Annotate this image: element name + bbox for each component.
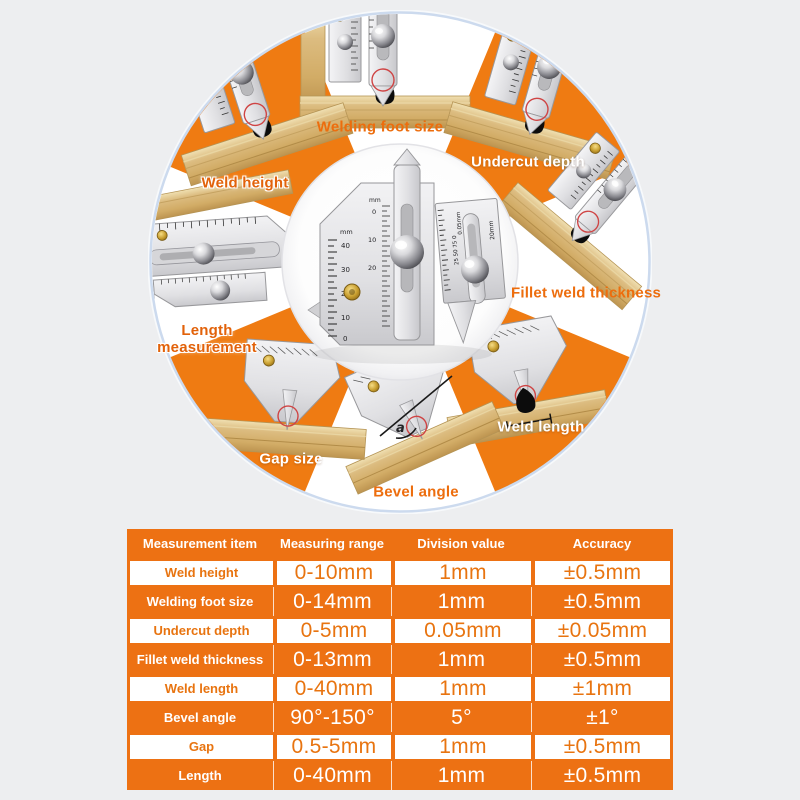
- photo-weld-length: [432, 308, 611, 448]
- left-scale-10: 10: [341, 314, 350, 322]
- wheel-outer-glow: [148, 10, 652, 514]
- mid-scale-unit: mm: [369, 197, 381, 204]
- cell-division-value: 1mm: [391, 560, 531, 585]
- bevel-a-symbol: a: [396, 421, 405, 436]
- left-scale-40: 40: [341, 242, 350, 250]
- cell-division-value: 1mm: [391, 761, 531, 790]
- cell-division-value: 0.05mm: [391, 618, 531, 643]
- center-product-welding-gauge: mm 40 30 20 10 0 mm 0 10 20 25 50 75 0 0…: [307, 148, 506, 364]
- table-row: Length 0-40mm 1mm ±0.5mm: [127, 761, 673, 790]
- feature-wheel: a mm 40 30 20 10 0 mm 0 10: [148, 10, 661, 514]
- cell-measuring-range: 0-13mm: [273, 645, 391, 674]
- spec-table-body: Weld height 0-10mm 1mm ±0.5mm Welding fo…: [127, 558, 673, 790]
- cell-measuring-range: 0-10mm: [273, 560, 391, 585]
- column-header: Measurement item: [142, 536, 258, 551]
- table-row: Welding foot size 0-14mm 1mm ±0.5mm: [127, 587, 673, 616]
- mid-scale-20: 20: [368, 264, 376, 272]
- cell-measuring-range: 0-14mm: [273, 587, 391, 616]
- cell-division-value: 1mm: [391, 587, 531, 616]
- table-row: Undercut depth 0-5mm 0.05mm ±0.05mm: [127, 616, 673, 645]
- spec-table-header-row: Measurement item Measuring range Division …: [127, 529, 673, 558]
- wheel-label-welding-foot-size: Welding foot size: [316, 118, 444, 136]
- wheel-label-length-measurement: Length measurement: [157, 322, 257, 356]
- cell-measurement-item: Length: [178, 768, 222, 783]
- table-row: Fillet weld thickness 0-13mm 1mm ±0.5mm: [127, 645, 673, 674]
- cell-measurement-item: Undercut depth: [127, 618, 273, 643]
- cell-measurement-item: Bevel angle: [163, 710, 237, 725]
- cell-accuracy: ±0.5mm: [531, 560, 673, 585]
- column-header: Accuracy: [572, 536, 632, 551]
- left-scale-0: 0: [343, 335, 347, 343]
- cell-accuracy: ±1°: [531, 703, 673, 732]
- sector-photos: a: [152, 14, 648, 495]
- left-scale-unit: mm: [340, 228, 353, 236]
- cell-accuracy: ±0.5mm: [531, 645, 673, 674]
- cell-accuracy: ±0.5mm: [531, 734, 673, 759]
- depth-scale-label: 20mm: [488, 220, 497, 240]
- cell-measurement-item: Weld length: [127, 676, 273, 701]
- table-row: Weld length 0-40mm 1mm ±1mm: [127, 674, 673, 703]
- wheel-label-bevel-angle: Bevel angle: [373, 483, 459, 501]
- cell-measurement-item: Welding foot size: [146, 594, 254, 609]
- mid-scale-10: 10: [368, 236, 376, 244]
- column-header: Measuring range: [279, 536, 385, 551]
- wheel-label-weld-height: Weld height: [201, 174, 289, 192]
- mid-scale-0: 0: [372, 208, 376, 216]
- cell-measuring-range: 0-40mm: [273, 761, 391, 790]
- cell-division-value: 1mm: [391, 676, 531, 701]
- wheel-label-gap-size: Gap size: [259, 450, 323, 468]
- table-row: Weld height 0-10mm 1mm ±0.5mm: [127, 558, 673, 587]
- cell-accuracy: ±0.5mm: [531, 761, 673, 790]
- column-header: Division value: [417, 536, 505, 551]
- cell-measuring-range: 0-40mm: [273, 676, 391, 701]
- left-scale-30: 30: [341, 266, 350, 274]
- cell-accuracy: ±0.5mm: [531, 587, 673, 616]
- cell-accuracy: ±0.05mm: [531, 618, 673, 643]
- table-row: Gap 0.5-5mm 1mm ±0.5mm: [127, 732, 673, 761]
- wheel-ring: [149, 11, 651, 513]
- spec-table: Measurement item Measuring range Division …: [127, 529, 673, 790]
- feature-wheel-graphic: a mm 40 30 20 10 0 mm 0 10: [148, 10, 652, 514]
- wheel-label-undercut-depth: Undercut depth: [471, 153, 585, 171]
- division-label: 0.05mm: [456, 211, 464, 234]
- photo-bevel-angle: a: [311, 325, 505, 495]
- cell-division-value: 1mm: [391, 645, 531, 674]
- cell-accuracy: ±1mm: [531, 676, 673, 701]
- wheel-label-weld-length: Weld length: [497, 418, 585, 436]
- cell-division-value: 1mm: [391, 734, 531, 759]
- cell-measurement-item: Fillet weld thickness: [136, 652, 264, 667]
- vernier-scale: 25 50 75 0: [452, 235, 461, 266]
- table-row: Bevel angle 90°-150° 5° ±1°: [127, 703, 673, 732]
- wheel-label-fillet-weld-thickness: Fillet weld thickness: [510, 284, 662, 302]
- cell-measurement-item: Weld height: [127, 560, 273, 585]
- cell-measuring-range: 90°-150°: [273, 703, 391, 732]
- cell-measurement-item: Gap: [127, 734, 273, 759]
- cell-measuring-range: 0.5-5mm: [273, 734, 391, 759]
- cell-measuring-range: 0-5mm: [273, 618, 391, 643]
- cell-division-value: 5°: [391, 703, 531, 732]
